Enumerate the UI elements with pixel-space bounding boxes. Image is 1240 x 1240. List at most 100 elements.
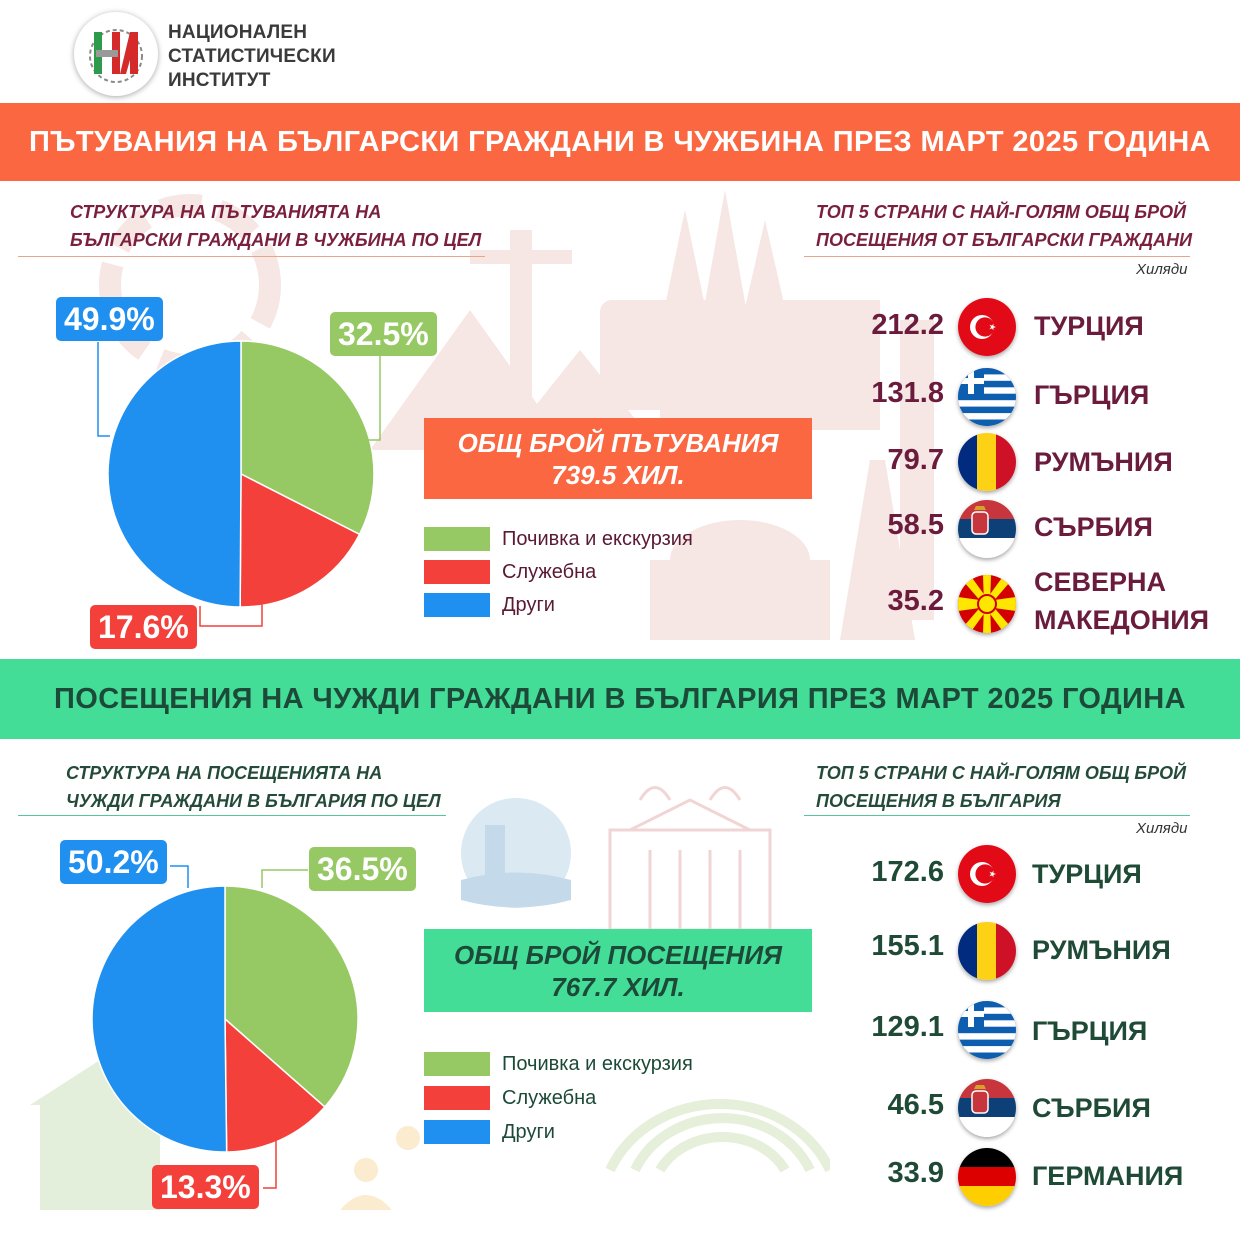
greece-flag-icon xyxy=(958,1001,1016,1059)
s2-country-1-value: 172.6 xyxy=(871,856,944,888)
s2-country-4-name: СЪРБИЯ xyxy=(1032,1093,1151,1123)
section2-legend-leisure: Почивка и екскурзия xyxy=(424,1052,693,1076)
legend-label-other: Други xyxy=(502,1120,555,1143)
section1-business-pct-label: 17.6% xyxy=(90,605,197,649)
section2-legend-business: Служебна xyxy=(424,1086,596,1110)
section1-legend-business: Служебна xyxy=(424,560,596,584)
serbia-flag-icon xyxy=(958,500,1016,558)
s2-country-3-value: 129.1 xyxy=(871,1011,944,1043)
s2-country-1-name: ТУРЦИЯ xyxy=(1032,859,1142,889)
s1-country-2-name: ГЪРЦИЯ xyxy=(1034,380,1150,410)
section2-top-title-line-2: ПОСЕЩЕНИЯ В БЪЛГАРИЯ xyxy=(816,791,1061,811)
section2-total-label: ОБЩ БРОЙ ПОСЕЩЕНИЯ xyxy=(454,939,782,970)
section1-other-pct-label: 49.9% xyxy=(56,297,163,341)
section1-pie-slice-leisure xyxy=(240,340,375,536)
turkey-flag-icon xyxy=(958,845,1016,903)
section2-unit-label: Хиляди xyxy=(1136,820,1188,837)
institute-name-line-1: НАЦИОНАЛЕН xyxy=(168,22,308,43)
s1-country-3-name: РУМЪНИЯ xyxy=(1034,447,1173,477)
section2-legend-other: Други xyxy=(424,1120,555,1144)
section2-left-rule xyxy=(18,815,446,816)
section2-top-title-line-1: ТОП 5 СТРАНИ С НАЙ-ГОЛЯМ ОБЩ БРОЙ xyxy=(816,763,1187,783)
s2-country-2-name: РУМЪНИЯ xyxy=(1032,935,1171,965)
germany-flag-icon xyxy=(958,1148,1016,1206)
section2-pie-slice-other xyxy=(91,885,228,1153)
nsi-logo xyxy=(74,12,158,96)
s1-country-1-value: 212.2 xyxy=(871,309,944,341)
section1-right-rule xyxy=(804,256,1190,257)
s1-country-5-name-serbia: СЪРБИЯ xyxy=(1034,512,1153,542)
section1-total-box: ОБЩ БРОЙ ПЪТУВАНИЯ 739.5 ХИЛ. xyxy=(424,418,812,499)
legend-swatch-leisure xyxy=(424,527,490,551)
section1-top-title-line-2: ПОСЕЩЕНИЯ ОТ БЪЛГАРСКИ ГРАЖДАНИ xyxy=(816,230,1193,250)
section2-pie-leader-line-business xyxy=(263,1110,277,1189)
section2-business-pct-label: 13.3% xyxy=(152,1165,259,1209)
s1-country-4-value: 58.5 xyxy=(887,509,944,541)
section1-banner: ПЪТУВАНИЯ НА БЪЛГАРСКИ ГРАЖДАНИ В ЧУЖБИН… xyxy=(0,103,1240,181)
greece-flag-icon xyxy=(958,368,1016,426)
section1-pie-title: СТРУКТУРА НА ПЪТУВАНИЯТА НА БЪЛГАРСКИ ГР… xyxy=(70,198,481,254)
s1-country-5-name-line-2: МАКЕДОНИЯ xyxy=(1034,605,1210,635)
section2-leisure-pct-label: 36.5% xyxy=(309,847,416,891)
s2-country-5-value: 33.9 xyxy=(887,1157,944,1189)
section1-left-rule xyxy=(18,256,485,257)
s1-country-5-value: 35.2 xyxy=(887,585,944,617)
section2-pie-title-line-1: СТРУКТУРА НА ПОСЕЩЕНИЯТА НА xyxy=(66,763,383,783)
s1-country-1-name: ТУРЦИЯ xyxy=(1034,311,1144,341)
section1-leisure-pct-label: 32.5% xyxy=(330,312,437,356)
bulgaria-sights-background-illustration xyxy=(30,786,830,1210)
section2-total-value: 767.7 ХИЛ. xyxy=(551,971,685,1002)
legend-swatch-leisure xyxy=(424,1052,490,1076)
legend-label-business: Служебна xyxy=(502,560,597,583)
romania-flag-icon xyxy=(958,922,1016,980)
section2-banner: ПОСЕЩЕНИЯ НА ЧУЖДИ ГРАЖДАНИ В БЪЛГАРИЯ П… xyxy=(0,659,1240,739)
section1-legend-leisure: Почивка и екскурзия xyxy=(424,527,693,551)
s1-country-2-value: 131.8 xyxy=(871,377,944,409)
legend-label-leisure: Почивка и екскурзия xyxy=(502,1052,693,1075)
institute-name-line-3: ИНСТИТУТ xyxy=(168,70,271,91)
legend-label-business: Служебна xyxy=(502,1086,597,1109)
s2-country-5-name: ГЕРМАНИЯ xyxy=(1032,1161,1184,1191)
section1-pie-title-line-2: БЪЛГАРСКИ ГРАЖДАНИ В ЧУЖБИНА ПО ЦЕЛ xyxy=(70,230,482,250)
s1-country-5-name: СЕВЕРНА МАКЕДОНИЯ xyxy=(1034,563,1209,639)
legend-swatch-other xyxy=(424,593,490,617)
section1-total-label: ОБЩ БРОЙ ПЪТУВАНИЯ xyxy=(457,427,779,458)
legend-swatch-business xyxy=(424,1086,490,1110)
institute-name-line-2: СТАТИСТИЧЕСКИ xyxy=(168,46,336,67)
section1-legend-other: Други xyxy=(424,593,555,617)
turkey-flag-icon xyxy=(958,298,1016,356)
legend-label-other: Други xyxy=(502,593,555,616)
serbia-flag-icon xyxy=(958,1079,1016,1137)
section2-pie-leader-line-leisure xyxy=(261,869,308,888)
section2-pie-title-line-2: ЧУЖДИ ГРАЖДАНИ В БЪЛГАРИЯ ПО ЦЕЛ xyxy=(66,791,441,811)
legend-label-leisure: Почивка и екскурзия xyxy=(502,527,693,550)
section1-unit-label: Хиляди xyxy=(1136,261,1188,278)
section2-pie-slice-business xyxy=(224,1017,326,1153)
section2-pie-title: СТРУКТУРА НА ПОСЕЩЕНИЯТА НА ЧУЖДИ ГРАЖДА… xyxy=(66,759,441,815)
legend-swatch-business xyxy=(424,560,490,584)
section1-top-title-line-1: ТОП 5 СТРАНИ С НАЙ-ГОЛЯМ ОБЩ БРОЙ xyxy=(816,202,1187,222)
s1-country-5-name-line-1: СЕВЕРНА xyxy=(1034,567,1167,597)
landmarks-background-illustration xyxy=(99,190,934,640)
section2-total-box: ОБЩ БРОЙ ПОСЕЩЕНИЯ 767.7 ХИЛ. xyxy=(424,929,812,1012)
section2-right-rule xyxy=(804,815,1190,816)
section2-other-pct-label: 50.2% xyxy=(60,840,167,884)
s1-country-3-value: 79.7 xyxy=(887,444,944,476)
section1-pie-leader-line-other xyxy=(97,342,110,437)
section1-pie-title-line-1: СТРУКТУРА НА ПЪТУВАНИЯТА НА xyxy=(70,202,382,222)
s2-country-2-value: 155.1 xyxy=(871,930,944,962)
section1-pie-leader-line-business xyxy=(199,600,263,627)
s2-country-3-name: ГЪРЦИЯ xyxy=(1032,1016,1148,1046)
romania-flag-icon xyxy=(958,433,1016,491)
nsi-logo-mark xyxy=(89,29,143,83)
legend-swatch-other xyxy=(424,1120,490,1144)
section1-pie-slice-business xyxy=(239,472,361,608)
section1-pie-slice-other xyxy=(107,340,242,608)
section2-top-title: ТОП 5 СТРАНИ С НАЙ-ГОЛЯМ ОБЩ БРОЙ ПОСЕЩЕ… xyxy=(816,759,1186,815)
section1-total-value: 739.5 ХИЛ. xyxy=(551,459,685,490)
section2-pie-slice-leisure xyxy=(224,885,359,1109)
s2-country-4-value: 46.5 xyxy=(887,1089,944,1121)
section2-pie-leader-line-other xyxy=(170,865,189,888)
section1-pie-chart xyxy=(97,340,381,627)
